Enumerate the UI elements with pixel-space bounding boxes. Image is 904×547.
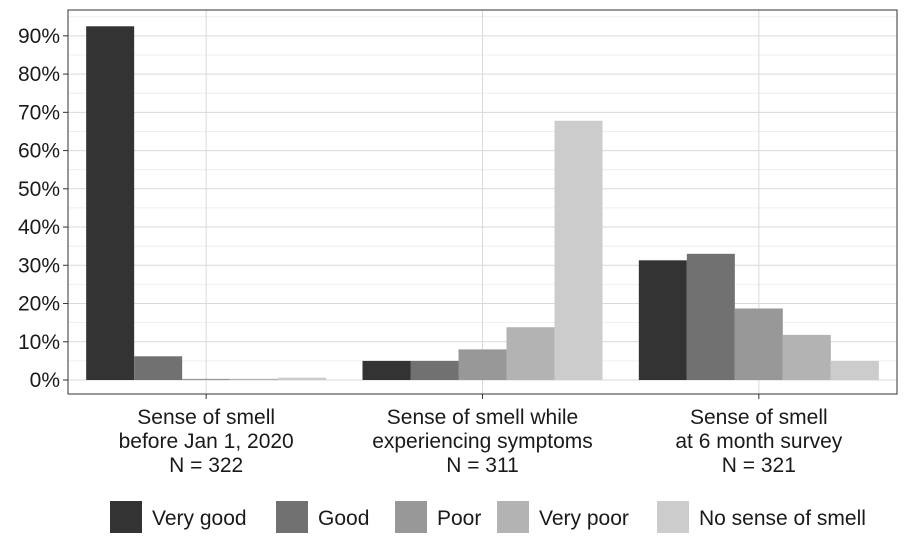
x-category-label-line: Sense of smell [137, 406, 275, 429]
y-tick-label: 60% [18, 140, 60, 163]
bar [362, 360, 411, 380]
y-tick-label: 20% [18, 293, 60, 316]
legend: Very good Good Poor Very poor No sense of sm… [110, 501, 866, 533]
y-tick-label: 10% [18, 331, 60, 354]
x-category-label-line: Sense of smell while [387, 406, 578, 429]
legend-label: Very good [152, 507, 247, 530]
bar [86, 26, 135, 381]
x-category-label-line: experiencing symptoms [372, 430, 593, 453]
y-tick-label: 50% [18, 178, 60, 201]
legend-label: Poor [437, 507, 481, 530]
y-tick-label: 80% [18, 63, 60, 86]
y-tick-label: 90% [18, 25, 60, 48]
legend-label: Good [318, 507, 369, 530]
bar [782, 334, 831, 380]
bar [830, 360, 879, 380]
x-category-label: Sense of smell at 6 month survey N = 321 [675, 406, 842, 477]
x-category-label: Sense of smell before Jan 1, 2020 N = 322 [119, 406, 294, 477]
bar [230, 378, 279, 380]
x-category-label-line: before Jan 1, 2020 [119, 430, 294, 453]
y-tick-label: 40% [18, 216, 60, 239]
legend-swatch [395, 501, 427, 533]
y-tick-label: 0% [30, 369, 60, 392]
bar [686, 253, 735, 380]
x-category-label-line: N = 321 [722, 454, 796, 477]
legend-swatch [110, 501, 142, 533]
bar [278, 377, 327, 380]
bar [554, 120, 603, 381]
x-axis: Sense of smell before Jan 1, 2020 N = 322S… [119, 394, 843, 477]
bar [734, 308, 783, 380]
x-category-label-line: Sense of smell [690, 406, 828, 429]
x-category-label-line: N = 311 [446, 454, 519, 477]
y-tick-label: 30% [18, 254, 60, 277]
x-category-label-line: N = 322 [169, 454, 243, 477]
x-category-label: Sense of smell while experiencing symptom… [372, 406, 593, 477]
bars [86, 26, 879, 381]
bar [182, 378, 231, 380]
bar [134, 356, 183, 380]
legend-swatch [497, 501, 529, 533]
y-tick-label: 70% [18, 101, 60, 124]
legend-label: Very poor [539, 507, 629, 530]
bar [458, 349, 507, 380]
bar [638, 260, 687, 380]
y-axis: 0% 10% 20% 30% 40% 50% 60% 70% 80% 90% [18, 25, 68, 392]
x-category-label-line: at 6 month survey [675, 430, 842, 453]
legend-swatch [657, 501, 689, 533]
legend-swatch [276, 501, 308, 533]
legend-label: No sense of smell [699, 507, 866, 530]
bar [410, 360, 459, 380]
bar [506, 327, 555, 380]
